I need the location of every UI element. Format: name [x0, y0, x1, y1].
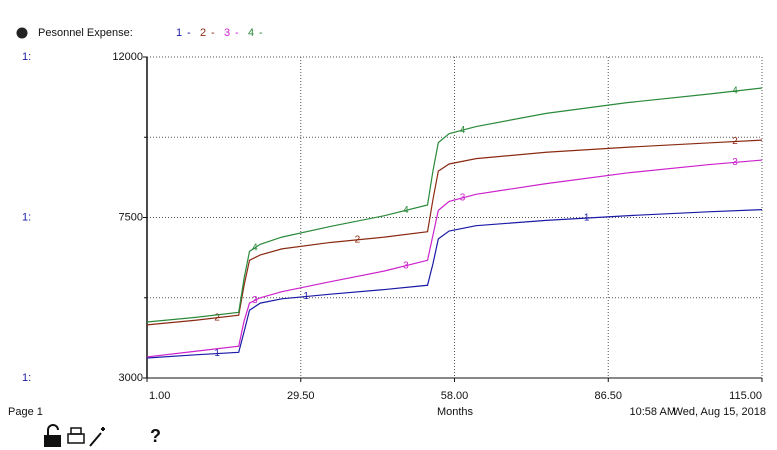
- help-icon[interactable]: ?: [150, 426, 161, 446]
- legend-entry: 1: [176, 27, 182, 39]
- date-label: Wed, Aug 15, 2018: [673, 406, 766, 418]
- series-line-label: 2: [732, 136, 738, 147]
- x-tick-label: 115.00: [729, 390, 762, 402]
- page-label[interactable]: Page 1: [8, 406, 43, 418]
- series-line-label: 1: [214, 348, 220, 359]
- x-tick-label: 58.00: [441, 390, 469, 402]
- legend-entry: 3: [224, 27, 230, 39]
- axis-series-label: 1:: [22, 51, 31, 63]
- legend-separator: -: [259, 27, 263, 39]
- graph-icon[interactable]: [16, 27, 28, 39]
- x-tick-label: 1.00: [149, 390, 170, 402]
- series-line-label: 1: [584, 213, 590, 224]
- y-tick-label: 7500: [119, 211, 143, 223]
- series-line-label: 4: [732, 86, 738, 97]
- chart-title: Pesonnel Expense:: [38, 27, 133, 39]
- series-line-label: 3: [732, 157, 738, 168]
- series-line-label: 2: [355, 234, 361, 245]
- series-line-label: 3: [252, 295, 258, 306]
- y-tick-label: 3000: [119, 372, 143, 384]
- legend-separator: -: [187, 27, 191, 39]
- series-line: [146, 87, 763, 323]
- printer-paper: [70, 427, 82, 435]
- toolbar: ?: [44, 424, 161, 447]
- x-axis-label: Months: [437, 406, 474, 418]
- series-line-label: 4: [403, 205, 409, 216]
- lock-shackle: [47, 424, 59, 436]
- series-line-label: 4: [252, 242, 258, 253]
- print-icon[interactable]: [67, 427, 85, 444]
- series-line-label: 3: [460, 193, 466, 204]
- axis-series-label: 1:: [22, 211, 31, 223]
- legend-separator: -: [211, 27, 215, 39]
- lock-icon[interactable]: [44, 424, 61, 447]
- wand-icon[interactable]: [89, 427, 105, 447]
- x-tick-label: 29.50: [287, 390, 315, 402]
- series-line: [146, 159, 763, 358]
- legend-entry: 4: [248, 27, 254, 39]
- y-tick-label: 12000: [112, 51, 143, 63]
- lock-body: [44, 435, 61, 447]
- time-label: 10:58 AM: [630, 406, 676, 418]
- series-line-label: 1: [303, 291, 309, 302]
- wand: [89, 432, 102, 447]
- series-line-label: 2: [214, 312, 220, 323]
- series-line: [146, 209, 763, 359]
- series-line: [146, 139, 763, 326]
- series-line-label: 3: [403, 260, 409, 271]
- series-line-label: 4: [460, 125, 466, 136]
- legend-entry: 2: [200, 27, 206, 39]
- axis-series-label: 1:: [22, 372, 31, 384]
- x-tick-label: 86.50: [594, 390, 622, 402]
- legend-separator: -: [235, 27, 239, 39]
